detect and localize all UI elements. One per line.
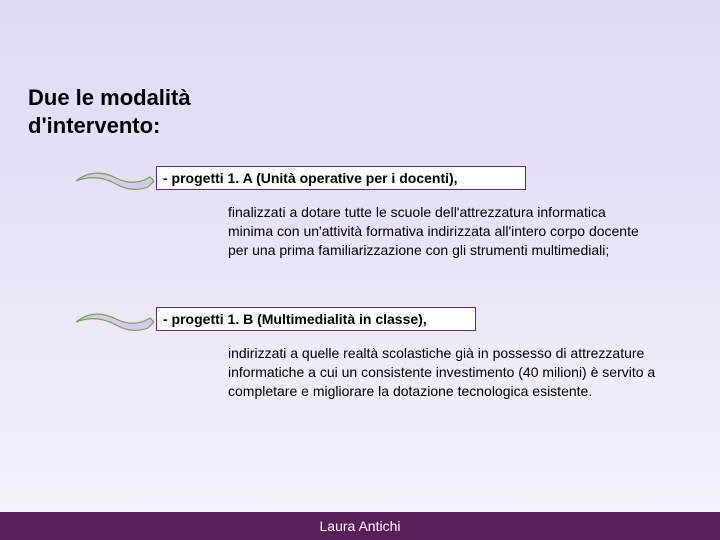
item-box-1: - progetti 1. A (Unità operative per i d… [156, 166, 526, 190]
item-desc-2: indirizzati a quelle realtà scolastiche … [228, 344, 658, 401]
title-line2: d'intervento: [28, 113, 160, 138]
footer-author: Laura Antichi [0, 512, 720, 540]
slide-title: Due le modalità d'intervento: [28, 84, 191, 139]
item-desc-1: finalizzati a dotare tutte le scuole del… [228, 203, 648, 260]
arrow-icon [76, 310, 154, 334]
arrow-icon [76, 169, 154, 193]
slide: Due le modalità d'intervento: - progetti… [0, 0, 720, 540]
title-line1: Due le modalità [28, 85, 191, 110]
item-box-2: - progetti 1. B (Multimedialità in class… [156, 307, 476, 331]
